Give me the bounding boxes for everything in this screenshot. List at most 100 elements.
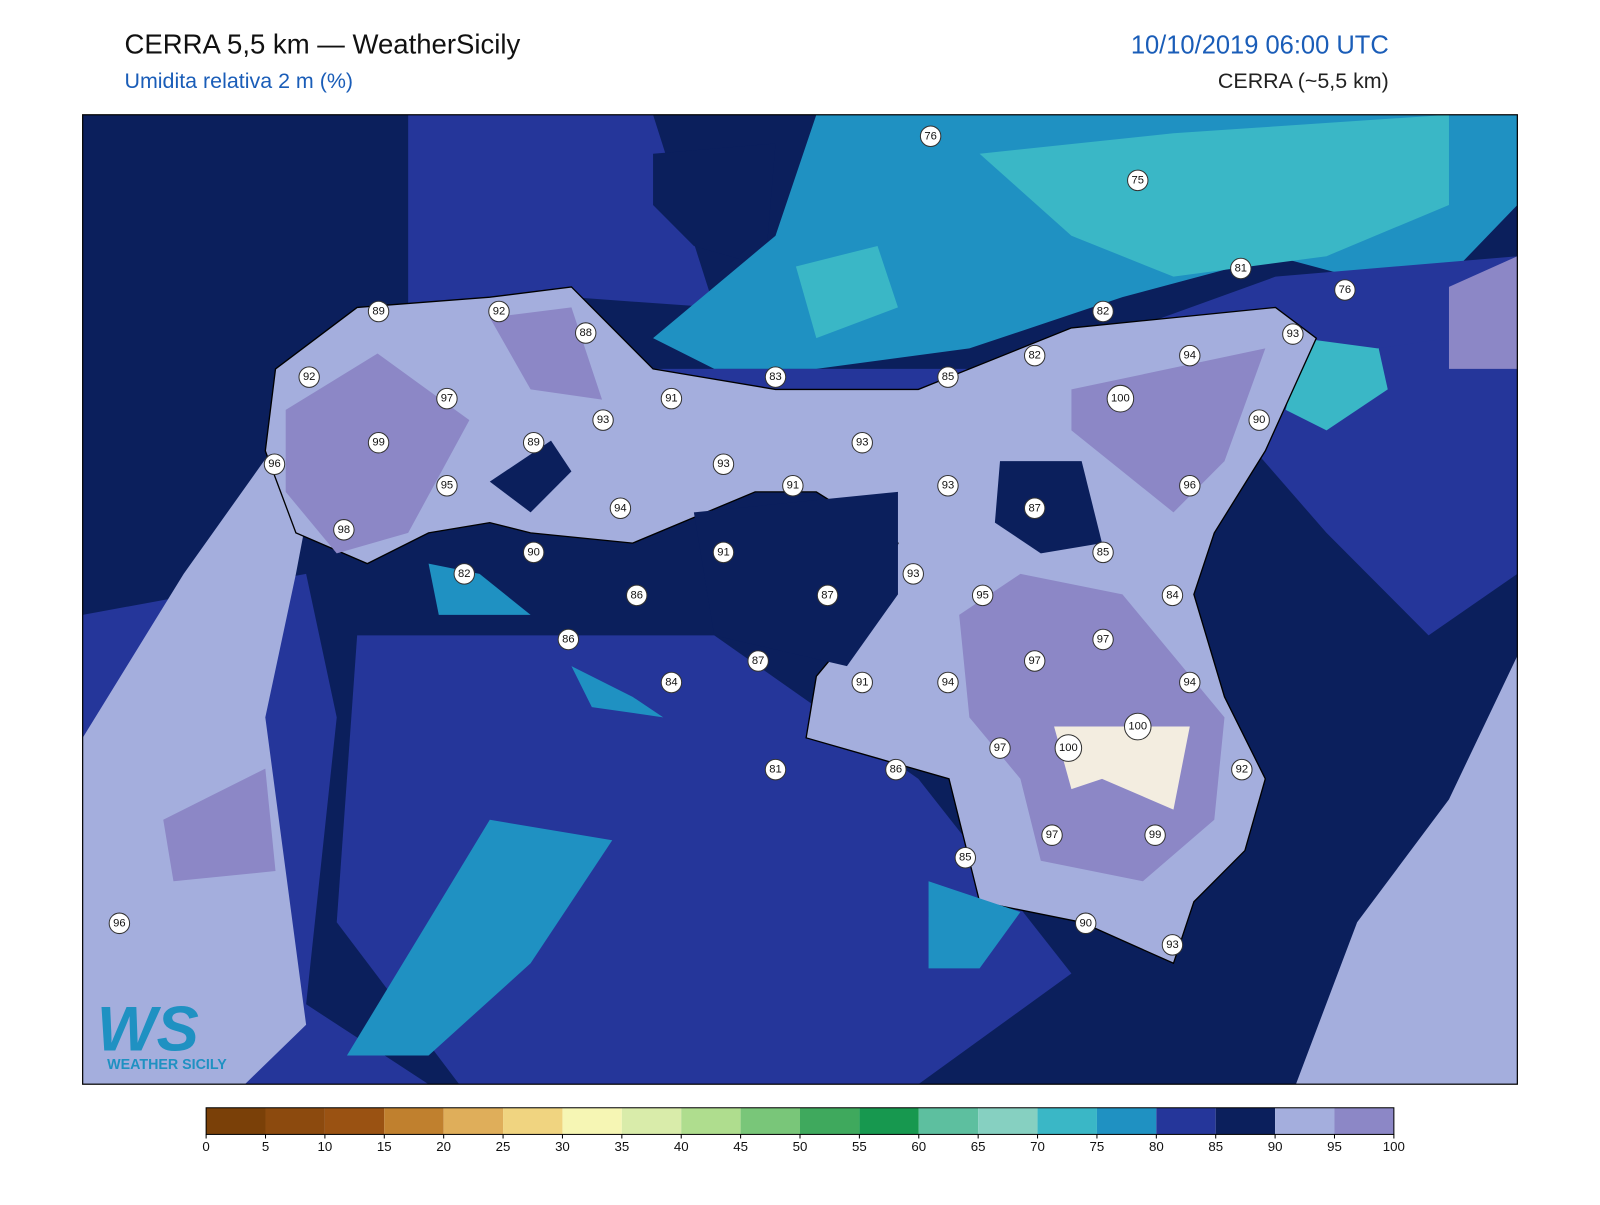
station-marker	[989, 737, 1011, 759]
station-value: 82	[458, 568, 470, 580]
station-value: 87	[1028, 502, 1040, 514]
station-marker	[1248, 409, 1270, 431]
station-value: 93	[907, 568, 919, 580]
logo-name: WEATHER SICILY	[107, 1057, 227, 1073]
station-marker	[1179, 344, 1201, 367]
station-value: 83	[769, 371, 781, 383]
colorbar-segment	[1096, 1107, 1157, 1135]
station-marker	[1179, 671, 1201, 694]
station-value: 84	[1166, 589, 1178, 601]
station-marker	[937, 671, 959, 694]
region	[632, 256, 1518, 400]
station-marker	[782, 474, 804, 497]
station-value: 91	[665, 393, 677, 405]
station-marker	[660, 387, 683, 410]
station-value: 93	[942, 480, 954, 492]
colorbar-segment	[1037, 1107, 1097, 1135]
colorbar-segment	[1275, 1107, 1335, 1135]
station-value: 89	[527, 437, 539, 449]
region	[693, 491, 898, 667]
station-marker	[1230, 257, 1252, 280]
station-marker	[712, 453, 735, 475]
station-value: 96	[113, 917, 125, 929]
station-marker	[1123, 712, 1152, 741]
station-value: 89	[372, 306, 384, 318]
station-marker	[1023, 344, 1046, 367]
colorbar-tick-label: 50	[793, 1139, 808, 1154]
station-value: 95	[976, 589, 988, 601]
station-marker	[1161, 584, 1184, 607]
station-marker	[626, 584, 648, 607]
station-value: 94	[942, 676, 954, 688]
colorbar-segment	[800, 1107, 860, 1135]
region	[928, 881, 1021, 969]
station-marker	[609, 497, 632, 520]
colorbar-tick-label: 80	[1149, 1139, 1164, 1154]
station-marker	[851, 671, 873, 694]
station-marker	[108, 912, 131, 935]
colorbar-segment	[1334, 1107, 1394, 1135]
map: 76 75 81 76 82 93 94 82 85 83 89 92 88 92 97 91 93 100 90 9…	[82, 114, 1518, 1085]
colorbar-tick-label: 5	[262, 1139, 269, 1154]
station-value: 75	[1132, 174, 1144, 186]
station-value: 97	[1046, 829, 1058, 841]
station-value: 84	[665, 676, 677, 688]
station-marker	[1075, 912, 1097, 935]
station-marker	[1023, 497, 1046, 520]
colorbar-tick-label: 20	[436, 1139, 451, 1154]
station-value: 85	[959, 852, 971, 864]
station-value: 91	[856, 676, 868, 688]
station-marker	[660, 671, 683, 694]
station-value: 92	[303, 371, 315, 383]
region	[1448, 256, 1518, 369]
station-marker	[263, 453, 286, 475]
station-value: 99	[1149, 829, 1161, 841]
station-marker	[764, 366, 787, 388]
station-value: 97	[1097, 633, 1109, 645]
station-value: 96	[268, 458, 280, 470]
colorbar-tick-label: 35	[614, 1139, 629, 1154]
station-value: 82	[1097, 306, 1109, 318]
logo: WS WEATHER SICILY	[97, 994, 227, 1073]
station-marker	[851, 431, 873, 454]
logo-mark: WS	[97, 994, 199, 1064]
subtitle: Umidita relativa 2 m (%)	[124, 69, 353, 93]
station-value: 93	[1166, 939, 1178, 951]
station-value: 92	[493, 306, 505, 318]
station-marker	[1179, 474, 1201, 497]
station-value: 92	[1236, 764, 1248, 776]
station-marker	[1161, 934, 1184, 956]
region	[489, 440, 572, 513]
station-marker	[902, 563, 924, 585]
colorbar-tick-label: 55	[852, 1139, 867, 1154]
colorbar-segment	[384, 1107, 444, 1135]
station-value: 97	[441, 393, 453, 405]
station-value: 94	[1184, 350, 1196, 362]
colorbar-segment	[740, 1107, 800, 1135]
station-value: 99	[372, 437, 384, 449]
region	[163, 768, 276, 882]
colorbar-segment	[918, 1107, 979, 1135]
station-marker	[1041, 824, 1063, 846]
station-marker	[1023, 650, 1046, 672]
station-marker	[971, 584, 994, 607]
colorbar-tick-label: 60	[911, 1139, 926, 1154]
map-frame	[82, 114, 1518, 1085]
colorbar-segment	[206, 1107, 266, 1135]
station-value: 76	[924, 130, 936, 142]
station-value: 100	[1059, 742, 1078, 754]
colorbar-tick-label: 25	[496, 1139, 511, 1154]
station-value: 88	[579, 327, 591, 339]
station-value: 93	[597, 414, 609, 426]
station-value: 97	[1028, 655, 1040, 667]
station-value: 86	[630, 589, 642, 601]
region	[795, 245, 898, 339]
colorbar-segment	[859, 1107, 919, 1135]
region	[408, 114, 715, 308]
station-value: 95	[441, 480, 453, 492]
station-value: 96	[1184, 480, 1196, 492]
region	[571, 666, 664, 718]
colorbar: 0 5 10 15 20 25 30 35 40 45 50 55 60 65 70 75 80 85 90 95 10…	[202, 1107, 1405, 1154]
station-value: 87	[821, 589, 833, 601]
station-value: 93	[1287, 328, 1299, 340]
